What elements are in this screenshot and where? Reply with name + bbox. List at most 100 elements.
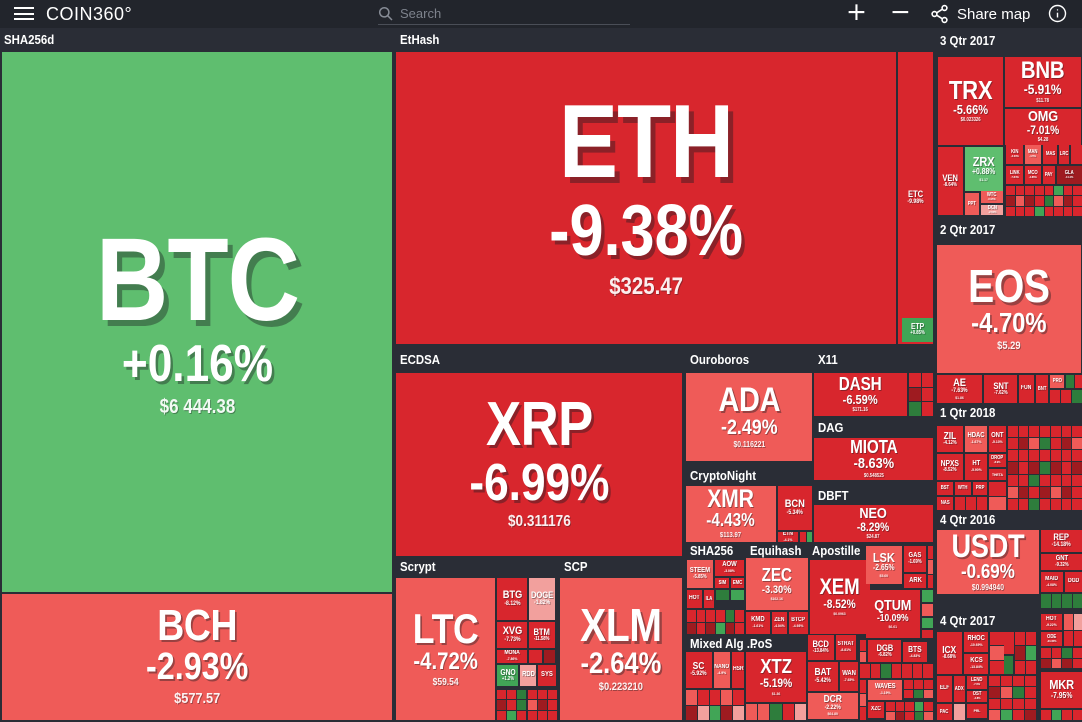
mini-tile[interactable] <box>686 705 697 720</box>
mini-tile[interactable] <box>1054 186 1063 196</box>
mini-tile[interactable] <box>1013 709 1024 720</box>
tile-dgb[interactable]: DGB -6.82% <box>868 640 901 662</box>
tile-doge[interactable]: DOGE -1.82% <box>529 578 555 620</box>
tile-bch[interactable]: BCH -2.93% $577.57 <box>2 594 392 720</box>
mini-tile[interactable] <box>1051 710 1061 720</box>
mini-tile[interactable] <box>1050 498 1061 510</box>
tile-mona[interactable]: MONA -7.86% <box>497 650 527 663</box>
mini-tile[interactable] <box>1072 710 1082 720</box>
tile-ven[interactable]: VEN -8.64% <box>938 147 963 215</box>
app-logo[interactable]: COIN360° <box>46 4 133 24</box>
mini-tile[interactable] <box>860 651 866 662</box>
mini-tile[interactable] <box>860 680 866 693</box>
mini-tile[interactable] <box>696 610 706 622</box>
mini-tile[interactable] <box>706 622 715 634</box>
tile-zen[interactable]: ZEN -4.04% <box>772 612 787 634</box>
mini-tile[interactable] <box>1051 658 1061 668</box>
tile-ltc[interactable]: LTC -4.72% $59.54 <box>396 578 495 720</box>
tile-btc[interactable]: BTC +0.16% $6 444.38 <box>2 52 392 592</box>
mini-tile[interactable] <box>1004 656 1013 674</box>
zoom-in-button[interactable]: + <box>846 0 867 26</box>
mini-tile[interactable] <box>1062 658 1072 668</box>
tile-mco[interactable]: MCO -4.86% <box>1025 166 1041 184</box>
mini-tile[interactable] <box>507 700 517 710</box>
mini-tile[interactable] <box>1018 462 1029 474</box>
tile-btm[interactable]: BTM -11.58% <box>529 622 555 648</box>
tile-rdd[interactable]: RDD <box>520 665 536 686</box>
mini-tile[interactable] <box>1054 206 1063 216</box>
mini-tile[interactable] <box>1015 206 1025 216</box>
tile-ht[interactable]: HT -5.90% <box>965 454 987 480</box>
tile-icx[interactable]: ICX -8.68% <box>937 632 962 674</box>
mini-tile[interactable] <box>921 402 933 416</box>
mini-tile[interactable] <box>1015 660 1025 674</box>
tile-gnt[interactable]: GNT -9.32% <box>1041 554 1082 570</box>
mini-tile[interactable] <box>537 700 547 710</box>
tile-lend[interactable]: LEND -7.6% <box>967 676 987 689</box>
mini-tile[interactable] <box>1041 648 1051 658</box>
mini-tile[interactable] <box>904 689 913 698</box>
mini-tile[interactable] <box>735 610 744 622</box>
tile-neo[interactable]: NEO -8.29% $24.87 <box>814 505 933 542</box>
mini-tile[interactable] <box>860 707 866 720</box>
mini-tile[interactable] <box>1072 658 1082 668</box>
mini-tile[interactable] <box>921 387 933 402</box>
mini-tile[interactable] <box>922 590 933 602</box>
tile-sim[interactable]: SIM <box>715 578 729 588</box>
tile-omg[interactable]: OMG -7.01% $4.28 <box>1005 109 1081 145</box>
tile-trx[interactable]: TRX -5.66% $0.023326 <box>938 57 1003 145</box>
mini-tile[interactable] <box>1001 687 1012 698</box>
tile-kcs[interactable]: KCS -13.84% <box>964 654 988 674</box>
mini-tile[interactable] <box>735 622 744 634</box>
tile-gla[interactable]: GLA -14.4% <box>1057 166 1082 184</box>
tile-steem[interactable]: STEEM -5.85% <box>687 560 713 588</box>
mini-tile[interactable] <box>924 711 933 720</box>
tile-wtc[interactable]: WTC -0.95% <box>981 191 1003 203</box>
tile-kin[interactable]: KIN -3.03% <box>1006 145 1023 164</box>
mini-tile[interactable] <box>721 705 733 720</box>
tile-ode[interactable]: ODE -23.36% <box>1041 632 1062 646</box>
tile-hsr[interactable]: HSR <box>732 652 744 688</box>
mini-tile[interactable] <box>1029 450 1040 462</box>
mini-tile[interactable] <box>989 676 1000 687</box>
mini-tile[interactable] <box>517 700 527 710</box>
mini-tile[interactable] <box>1061 450 1072 462</box>
tile-lrc[interactable]: LRC <box>1059 145 1069 164</box>
mini-tile[interactable] <box>1015 196 1025 206</box>
mini-tile[interactable] <box>1026 660 1036 674</box>
mini-tile[interactable] <box>1061 486 1072 498</box>
mini-tile[interactable] <box>1008 474 1018 486</box>
tile-eth[interactable]: ETH -9.38% $325.47 <box>396 52 896 344</box>
tile-wan[interactable]: WAN -7.65% <box>840 662 858 691</box>
tile-dash[interactable]: DASH -6.59% $171.16 <box>814 373 907 416</box>
mini-tile[interactable] <box>1025 186 1034 196</box>
tile-strat[interactable]: STRAT -8.81% <box>836 635 856 660</box>
mini-tile[interactable] <box>1040 498 1050 510</box>
mini-tile[interactable] <box>725 622 735 634</box>
mini-tile[interactable] <box>1008 426 1018 438</box>
mini-tile[interactable] <box>1008 438 1018 450</box>
tile-xrp[interactable]: XRP -6.99% $0.311176 <box>396 373 682 556</box>
mini-tile[interactable] <box>1073 196 1082 206</box>
mini-tile[interactable] <box>1063 206 1073 216</box>
mini-tile[interactable] <box>1015 632 1025 646</box>
tile-kmd[interactable]: KMD -1.61% <box>746 612 770 634</box>
mini-tile[interactable] <box>497 710 507 720</box>
tile-dcn[interactable]: DCN -2.64% <box>981 205 1003 215</box>
mini-tile[interactable] <box>1018 450 1029 462</box>
mini-tile[interactable] <box>1026 646 1036 660</box>
tile-gno[interactable]: GNO +1.2% <box>497 665 518 686</box>
mini-tile[interactable] <box>746 704 758 720</box>
mini-tile[interactable] <box>731 590 744 600</box>
mini-tile[interactable] <box>1044 196 1054 206</box>
mini-tile[interactable] <box>1029 498 1040 510</box>
tile-elf[interactable]: ELF <box>937 676 952 702</box>
tile-rep[interactable]: REP -14.18% <box>1041 530 1082 552</box>
tile-ppt[interactable]: PPT <box>965 193 979 215</box>
mini-tile[interactable] <box>527 700 537 710</box>
mini-tile[interactable] <box>1013 687 1024 698</box>
mini-tile[interactable] <box>1041 594 1051 608</box>
mini-tile[interactable] <box>782 704 794 720</box>
mini-tile[interactable] <box>1072 438 1082 450</box>
mini-tile[interactable] <box>928 560 933 574</box>
